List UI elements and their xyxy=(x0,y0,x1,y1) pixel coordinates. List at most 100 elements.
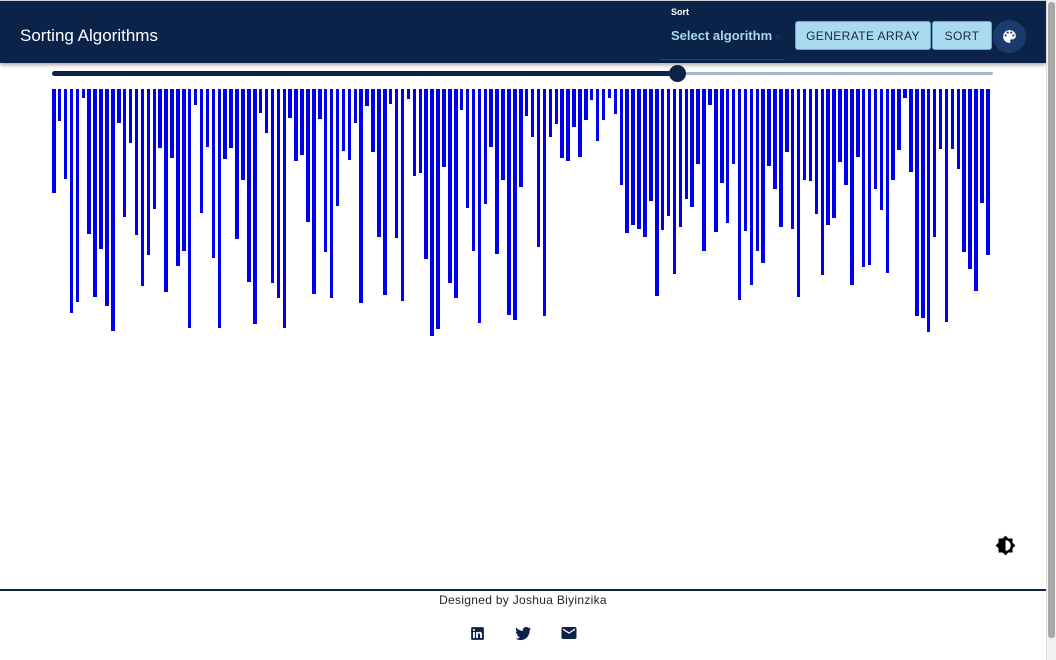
array-bar xyxy=(288,89,292,118)
array-bar xyxy=(820,89,825,275)
array-bar xyxy=(477,89,482,323)
slider-thumb[interactable] xyxy=(668,65,686,82)
array-bar xyxy=(785,89,789,152)
array-bar xyxy=(844,89,848,185)
array-bar xyxy=(63,89,68,179)
array-bar xyxy=(371,89,375,152)
array-bar xyxy=(323,89,328,252)
slider-track xyxy=(52,71,677,76)
array-bar xyxy=(495,89,499,254)
array-bar xyxy=(75,89,80,302)
array-bar xyxy=(176,89,180,266)
array-bar xyxy=(696,89,700,164)
array-bar xyxy=(87,89,91,234)
array-bar xyxy=(430,89,434,336)
array-bar xyxy=(158,89,162,148)
array-bar xyxy=(483,89,488,204)
array-bar xyxy=(117,89,121,123)
array-bar xyxy=(312,89,316,294)
app-title: Sorting Algorithms xyxy=(20,26,158,45)
array-bar xyxy=(856,89,860,157)
array-bar xyxy=(223,89,227,159)
twitter-link[interactable] xyxy=(514,624,532,642)
array-bar xyxy=(655,89,659,296)
palette-button[interactable] xyxy=(993,20,1026,53)
array-bar xyxy=(637,89,641,229)
vertical-scrollbar[interactable] xyxy=(1046,0,1056,660)
array-bar xyxy=(235,89,239,239)
array-bar xyxy=(915,89,919,316)
array-bar xyxy=(536,89,541,247)
array-bar xyxy=(400,89,405,301)
array-bar xyxy=(690,89,694,207)
array-bar xyxy=(578,89,582,157)
array-bar xyxy=(524,89,529,116)
array-bar xyxy=(99,89,103,249)
array-bar xyxy=(873,89,878,189)
array-bar xyxy=(773,89,777,189)
footer-divider xyxy=(0,589,1046,591)
array-bar xyxy=(560,89,564,158)
array-bar xyxy=(684,89,689,199)
array-bar xyxy=(808,89,813,181)
mail-icon xyxy=(561,627,577,639)
chevron-down-icon xyxy=(774,35,782,40)
array-bar xyxy=(270,89,275,283)
array-bar xyxy=(294,89,298,161)
scrollbar-thumb[interactable] xyxy=(1048,2,1055,638)
array-bar xyxy=(932,89,937,237)
array-bar xyxy=(122,89,127,217)
brightness-icon[interactable] xyxy=(995,535,1016,556)
array-bar xyxy=(442,89,446,167)
array-bar xyxy=(211,89,216,258)
app-bar: Sorting Algorithms Sort Select algorithm… xyxy=(0,0,1046,63)
array-bar xyxy=(128,89,133,143)
array-bar xyxy=(731,89,736,164)
array-bar xyxy=(572,89,576,127)
array-bar xyxy=(93,89,97,297)
array-bar xyxy=(814,89,819,214)
array-bar xyxy=(926,89,931,332)
algorithm-select[interactable]: Sort Select algorithm xyxy=(660,7,784,60)
array-bar xyxy=(938,89,943,149)
array-bar xyxy=(335,89,340,206)
array-bar xyxy=(140,89,145,286)
sort-label: Sort xyxy=(671,7,689,17)
array-bar xyxy=(619,89,624,185)
sort-button[interactable]: SORT xyxy=(932,21,992,50)
array-bar xyxy=(199,89,204,213)
array-bar xyxy=(501,89,505,180)
array-bar xyxy=(850,89,854,285)
array-bar xyxy=(631,89,635,225)
array-bar xyxy=(867,89,872,265)
array-bar xyxy=(436,89,440,329)
array-bar xyxy=(779,89,783,227)
generate-array-button[interactable]: GENERATE ARRAY xyxy=(795,21,931,50)
array-bar xyxy=(253,89,257,324)
array-bar xyxy=(329,89,334,298)
array-bar xyxy=(241,89,245,180)
array-bar xyxy=(584,89,588,120)
array-bar xyxy=(247,89,251,282)
array-bar xyxy=(720,89,724,183)
array-bar xyxy=(891,89,895,180)
speed-slider[interactable] xyxy=(52,64,993,84)
array-bar xyxy=(57,89,62,121)
array-bar xyxy=(459,89,464,110)
array-bar xyxy=(258,89,263,113)
array-bar xyxy=(554,89,559,124)
array-bar xyxy=(264,89,269,133)
array-bar xyxy=(418,89,423,173)
array-bar xyxy=(595,89,600,141)
linkedin-link[interactable] xyxy=(468,624,486,642)
array-bar xyxy=(187,89,192,328)
array-bar xyxy=(921,89,925,318)
linkedin-icon xyxy=(470,626,484,640)
array-bar xyxy=(69,89,74,313)
email-link[interactable] xyxy=(560,624,578,642)
footer-credit: Designed by Joshua Biyinzika xyxy=(439,593,607,607)
array-bar xyxy=(406,89,411,99)
twitter-icon xyxy=(515,627,531,641)
array-bar xyxy=(548,89,553,137)
array-bar xyxy=(678,89,683,227)
